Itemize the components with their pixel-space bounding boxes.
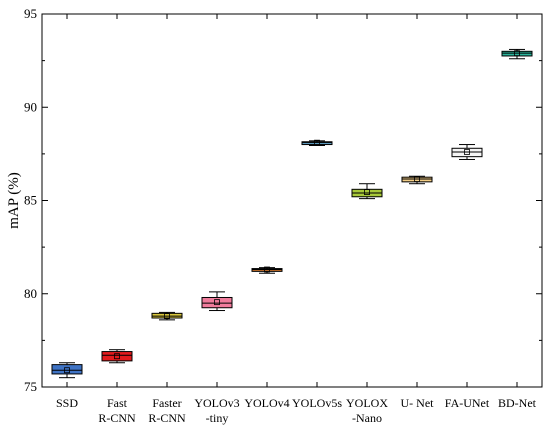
box-5 [301,139,333,146]
mean-marker [264,266,270,273]
x-axis: SSD Fast R-CNN Faster R-CNN YOLOv3 -tiny YOLOv4… [56,14,537,425]
box-8 [451,144,483,160]
mean-marker [114,353,120,360]
y-axis: 75 80 85 90 95 [24,6,542,394]
box-4 [251,266,283,274]
y-tick-label: 95 [24,6,37,21]
x-category-label: YOLOX -Nano [346,396,388,425]
mean-marker [314,139,320,146]
x-category-label: Fast R-CNN [98,396,136,425]
y-tick-label: 75 [24,379,37,394]
mean-marker [64,367,70,374]
mean-marker [164,313,170,320]
x-category-label: YOLOv5s [292,396,342,410]
boxes-layer [51,48,533,379]
mean-marker [364,189,370,196]
y-tick-label: 85 [24,193,37,208]
y-tick-label: 90 [24,99,37,114]
y-tick-label: 80 [24,286,37,301]
box-body [51,364,83,375]
box-3 [201,291,233,312]
box-9 [501,48,533,60]
x-category-label: SSD [56,396,78,410]
box-0 [51,362,83,379]
x-category-label: Faster R-CNN [148,396,186,425]
plot-frame [41,13,543,388]
box-1 [101,349,133,364]
mean-marker [214,299,220,306]
x-category-label: FA-UNet [445,396,490,410]
x-category-label: BD-Net [498,396,537,410]
x-category-label: YOLOv3 -tiny [194,396,239,425]
mean-marker [514,50,520,57]
box-6 [351,183,383,200]
mean-marker [414,176,420,182]
x-category-label: U- Net [401,396,435,410]
x-category-label: YOLOv4 [244,396,289,410]
box-2 [151,311,183,321]
mean-marker [464,149,470,155]
y-axis-title: mAP (%) [6,172,22,229]
box-body [101,351,133,362]
box-7 [401,175,433,185]
